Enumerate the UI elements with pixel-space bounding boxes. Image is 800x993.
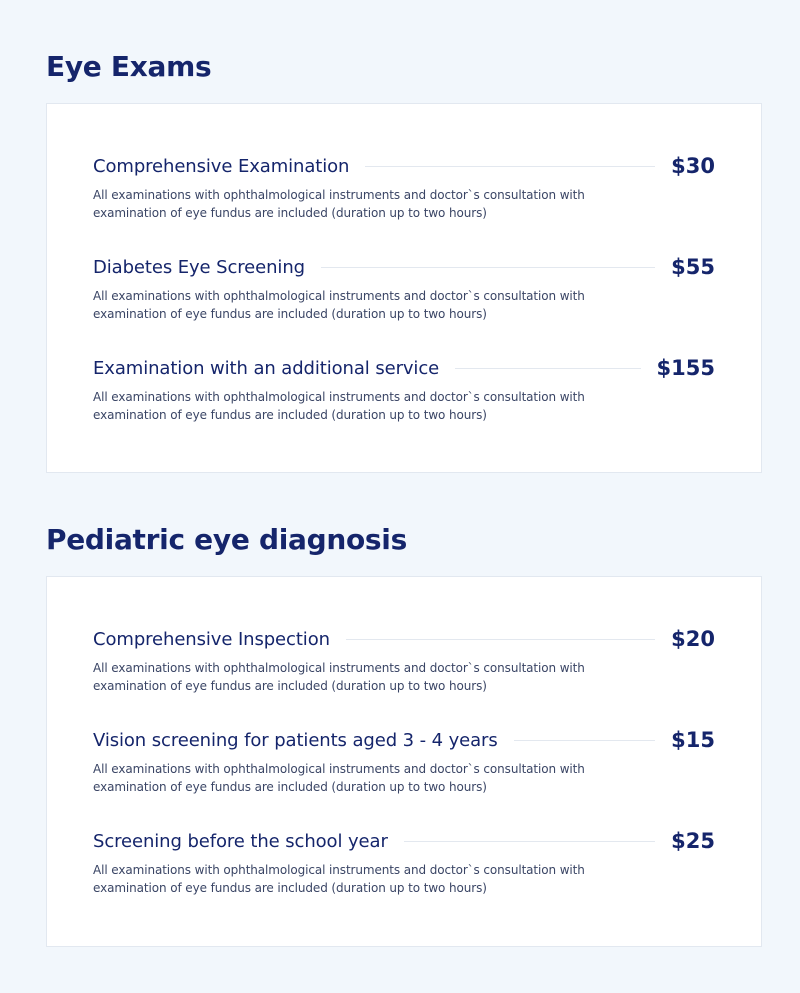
list-item: Comprehensive Inspection $20 All examina… xyxy=(93,627,715,728)
price-card-pediatric-eye-diagnosis: Comprehensive Inspection $20 All examina… xyxy=(46,576,762,947)
divider-line xyxy=(403,840,656,842)
service-price: $155 xyxy=(656,356,715,380)
service-price: $25 xyxy=(671,829,715,853)
list-item: Examination with an additional service $… xyxy=(93,356,715,457)
service-price: $55 xyxy=(671,255,715,279)
service-name: Examination with an additional service xyxy=(93,357,440,379)
divider-line xyxy=(345,638,656,640)
divider-line xyxy=(365,165,656,167)
section-title-pediatric-eye-diagnosis: Pediatric eye diagnosis xyxy=(46,523,407,556)
list-item: Comprehensive Examination $30 All examin… xyxy=(93,154,715,255)
service-description: All examinations with ophthalmological i… xyxy=(93,863,585,895)
divider-line xyxy=(455,367,641,369)
service-price: $20 xyxy=(671,627,715,651)
price-card-eye-exams: Comprehensive Examination $30 All examin… xyxy=(46,103,762,473)
service-name: Vision screening for patients aged 3 - 4… xyxy=(93,729,498,751)
service-name: Screening before the school year xyxy=(93,830,388,852)
service-name: Diabetes Eye Screening xyxy=(93,256,305,278)
list-item: Screening before the school year $25 All… xyxy=(93,829,715,930)
service-price: $15 xyxy=(671,728,715,752)
service-description: All examinations with ophthalmological i… xyxy=(93,661,585,693)
service-name: Comprehensive Examination xyxy=(93,155,350,177)
divider-line xyxy=(320,266,656,268)
service-description: All examinations with ophthalmological i… xyxy=(93,762,585,794)
list-item: Diabetes Eye Screening $55 All examinati… xyxy=(93,255,715,356)
divider-line xyxy=(513,739,656,741)
service-price: $30 xyxy=(671,154,715,178)
service-name: Comprehensive Inspection xyxy=(93,628,330,650)
service-description: All examinations with ophthalmological i… xyxy=(93,390,585,422)
service-description: All examinations with ophthalmological i… xyxy=(93,289,585,321)
section-title-eye-exams: Eye Exams xyxy=(46,50,212,83)
service-description: All examinations with ophthalmological i… xyxy=(93,188,585,220)
list-item: Vision screening for patients aged 3 - 4… xyxy=(93,728,715,829)
